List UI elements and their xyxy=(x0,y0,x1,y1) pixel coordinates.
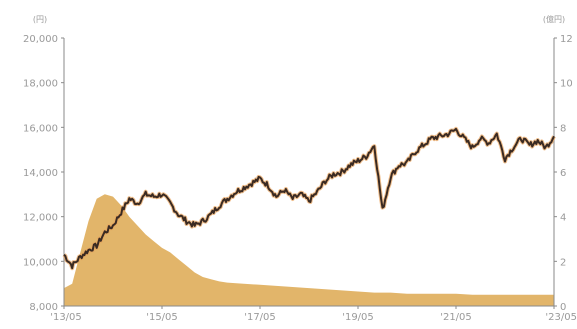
right-tick-label: 10 xyxy=(560,79,573,90)
x-tick-label: '21/05 xyxy=(440,312,472,323)
left-tick-label: 16,000 xyxy=(23,123,58,134)
x-tick-label: '17/05 xyxy=(244,312,276,323)
right-tick-label: 6 xyxy=(560,168,566,179)
right-axis-unit: (億円) xyxy=(543,14,565,24)
x-tick-label: '19/05 xyxy=(342,312,374,323)
x-tick-label: '15/05 xyxy=(146,312,178,323)
right-tick-label: 2 xyxy=(560,257,566,268)
left-tick-label: 18,000 xyxy=(23,79,58,90)
right-tick-label: 4 xyxy=(560,213,566,224)
price-line xyxy=(63,127,555,270)
x-tick-label: '13/05 xyxy=(50,312,82,323)
left-tick-label: 14,000 xyxy=(23,168,58,179)
left-tick-label: 10,000 xyxy=(23,257,58,268)
right-tick-label: 12 xyxy=(560,34,573,45)
left-axis-unit: (円) xyxy=(33,15,47,24)
right-tick-label: 8 xyxy=(560,123,566,134)
left-tick-label: 12,000 xyxy=(23,213,58,224)
net-assets-area xyxy=(64,194,554,306)
left-tick-label: 8,000 xyxy=(29,302,58,313)
x-tick-label: '23/05 xyxy=(545,312,577,323)
left-tick-label: 20,000 xyxy=(23,34,58,45)
right-tick-label: 0 xyxy=(560,302,566,313)
